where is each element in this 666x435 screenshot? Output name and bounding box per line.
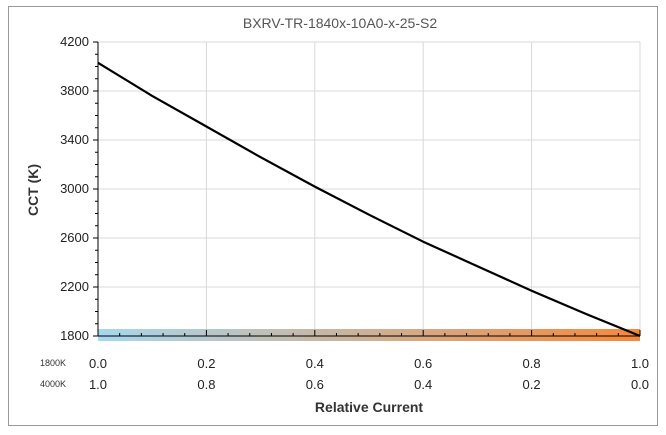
cct-series-line — [97, 61, 641, 338]
x-tick-label-bottom: 0.4 — [414, 377, 432, 392]
x-tick-label-top: 1.0 — [631, 356, 649, 371]
x-tick-label-top: 0.4 — [306, 356, 324, 371]
x-axis-title: Relative Current — [315, 399, 423, 415]
y-tick-label: 3800 — [60, 83, 89, 98]
y-tick-label: 4200 — [60, 34, 89, 49]
x-tick-label-top: 0.8 — [523, 356, 541, 371]
x-tick-label-top: 0.2 — [197, 356, 215, 371]
y-axis-title: CCT (K) — [25, 164, 41, 216]
row-label-bottom: 4000K — [40, 379, 66, 389]
y-tick-label: 1800 — [60, 328, 89, 343]
y-tick-label: 2200 — [60, 279, 89, 294]
x-tick-label-bottom: 0.0 — [631, 377, 649, 392]
y-tick-label: 3400 — [60, 132, 89, 147]
x-tick-label-top: 0.0 — [89, 356, 107, 371]
chart-title: BXRV-TR-1840x-10A0-x-25-S2 — [243, 15, 437, 31]
row-label-top: 1800K — [40, 358, 66, 368]
chart-frame — [8, 6, 658, 426]
x-tick-label-bottom: 0.6 — [306, 377, 324, 392]
x-tick-label-bottom: 0.8 — [197, 377, 215, 392]
y-tick-label: 3000 — [60, 181, 89, 196]
x-tick-label-bottom: 1.0 — [89, 377, 107, 392]
x-tick-label-bottom: 0.2 — [523, 377, 541, 392]
color-gradient-bar — [98, 329, 640, 341]
x-tick-label-top: 0.6 — [414, 356, 432, 371]
y-tick-label: 2600 — [60, 230, 89, 245]
